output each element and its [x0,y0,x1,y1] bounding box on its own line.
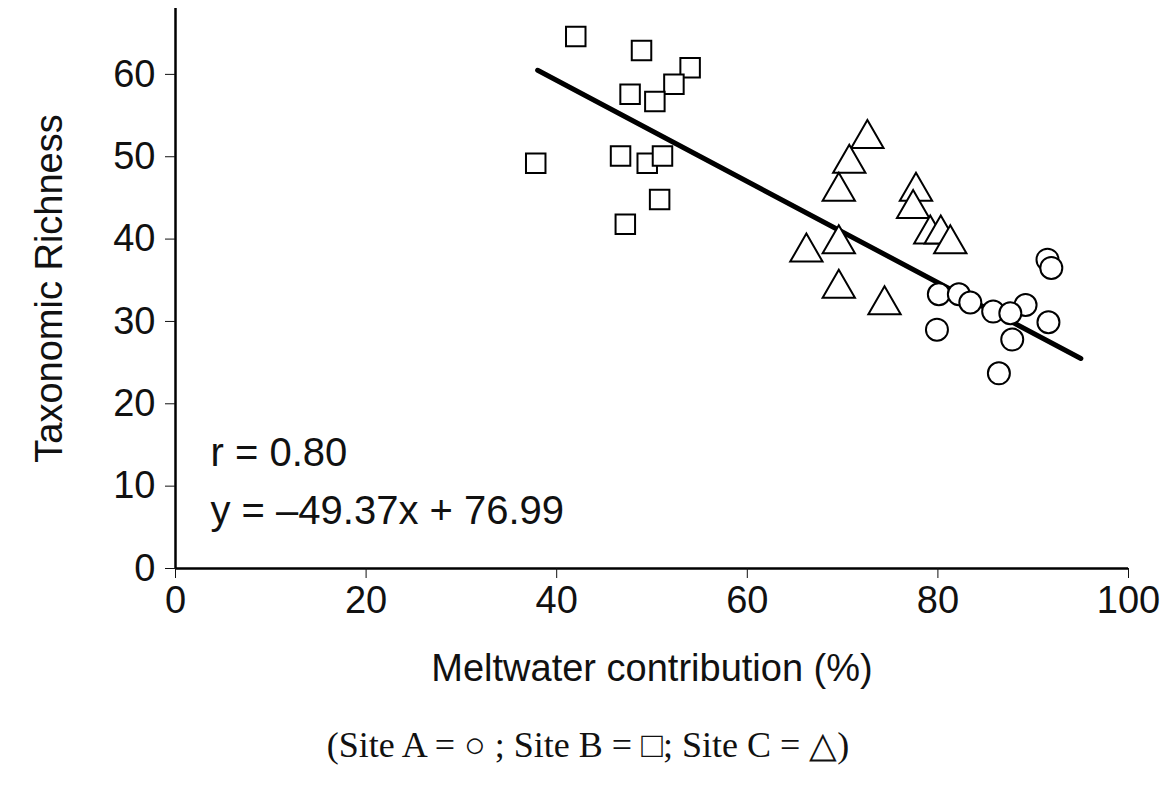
html-text:(Site A = ○ ; Site B = □; Site: (Site A = ○ ; Site B = □; Site C = △) [326,725,850,765]
svg-text:30: 30 [113,300,155,342]
svg-text:0: 0 [134,547,155,589]
svg-text:20: 20 [113,382,155,424]
svg-text:Meltwater contribution (%): Meltwater contribution (%) [431,647,872,689]
svg-text:y = –49.37x + 76.99: y = –49.37x + 76.99 [211,488,565,532]
svg-text:r = 0.80: r = 0.80 [211,430,348,474]
svg-text:40: 40 [536,579,578,621]
svg-text:100: 100 [1097,579,1160,621]
svg-text:Taxonomic Richness: Taxonomic Richness [28,114,70,462]
svg-text:20: 20 [345,579,387,621]
svg-text:60: 60 [113,53,155,95]
svg-text:0: 0 [165,579,186,621]
svg-text:80: 80 [917,579,959,621]
svg-text:50: 50 [113,135,155,177]
svg-text:10: 10 [113,464,155,506]
svg-text:40: 40 [113,217,155,259]
svg-text:60: 60 [726,579,768,621]
